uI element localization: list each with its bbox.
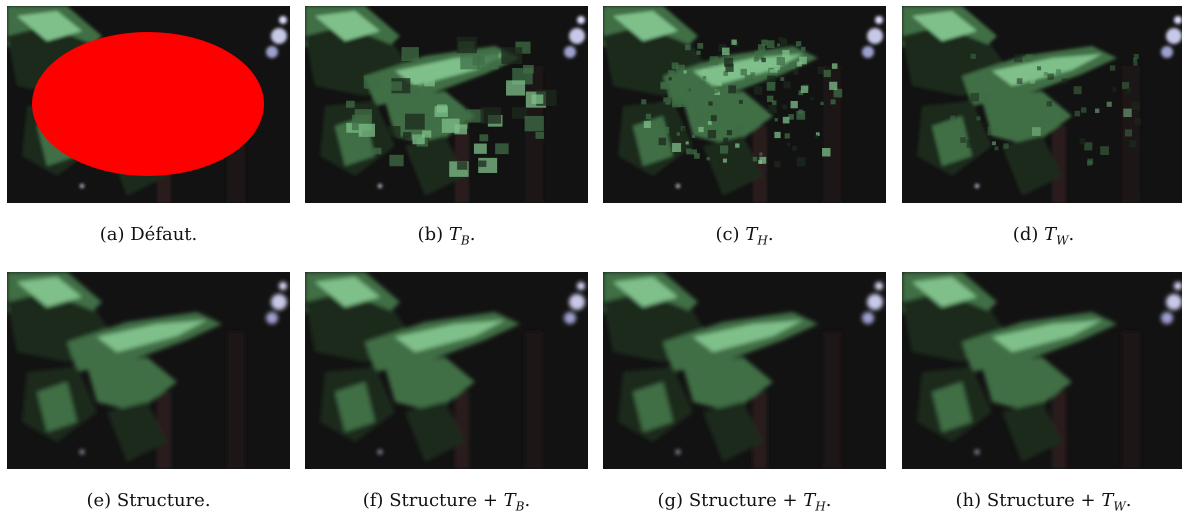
caption-text: Structure	[116, 490, 205, 511]
caption-text: Structure +	[389, 490, 504, 511]
subfigure-caption: (b) TB.	[417, 224, 476, 248]
inpainted-region	[949, 53, 1142, 166]
caption-variable: T	[1101, 490, 1114, 511]
foliage	[305, 272, 585, 469]
caption-subscript: B	[515, 499, 525, 514]
subfigure-4: (d) TW.	[902, 6, 1182, 248]
photo	[902, 272, 1182, 469]
caption-text: Structure +	[986, 490, 1102, 511]
subfigure-caption: (g) Structure + TH.	[657, 490, 832, 514]
caption-subscript: B	[460, 233, 470, 248]
caption-tag: (d)	[1012, 224, 1039, 245]
foliage	[902, 272, 1182, 469]
caption-text: Structure +	[688, 490, 804, 511]
caption-tag: (g)	[657, 490, 684, 511]
caption-variable: T	[503, 490, 516, 511]
photo	[7, 272, 290, 469]
foliage	[603, 6, 883, 203]
caption-tag: (c)	[715, 224, 740, 245]
caption-subscript: H	[757, 233, 768, 248]
subfigure-3: (c) TH.	[603, 6, 886, 248]
photo	[603, 6, 886, 203]
red-mask-ellipse	[32, 32, 264, 176]
caption-tag: (h)	[955, 490, 982, 511]
caption-variable: T	[803, 490, 816, 511]
subfigure-5: (e) Structure.	[7, 272, 290, 511]
caption-subscript: W	[1113, 499, 1126, 514]
subfigure-8: (h) Structure + TW.	[902, 272, 1182, 514]
caption-subscript: H	[815, 499, 826, 514]
subfigure-caption: (d) TW.	[1012, 224, 1075, 248]
subfigure-caption: (f) Structure + TB.	[362, 490, 531, 514]
photo	[305, 6, 588, 203]
caption-tag: (e)	[86, 490, 112, 511]
caption-variable: T	[1044, 224, 1057, 245]
photo	[603, 272, 886, 469]
subfigure-caption: (h) Structure + TW.	[955, 490, 1132, 514]
caption-tag: (a)	[99, 224, 125, 245]
caption-variable: T	[448, 224, 461, 245]
subfigure-caption: (a) Défaut.	[7, 224, 290, 245]
caption-tag: (b)	[417, 224, 444, 245]
subfigure-7: (g) Structure + TH.	[603, 272, 886, 514]
subfigure-6: (f) Structure + TB.	[305, 272, 588, 514]
foliage	[305, 6, 585, 203]
caption-text: Défaut.	[130, 224, 198, 245]
foliage	[7, 272, 287, 469]
subfigure-caption: (e) Structure.	[86, 490, 211, 511]
subfigure-2: (b) TB.	[305, 6, 588, 248]
subfigure-caption: (c) TH.	[715, 224, 774, 248]
caption-subscript: W	[1056, 233, 1069, 248]
foliage	[603, 272, 883, 469]
subfigure-1: (a) Défaut.	[7, 6, 290, 245]
photo	[902, 6, 1182, 203]
caption-variable: T	[745, 224, 758, 245]
photo	[305, 272, 588, 469]
caption-tag: (f)	[362, 490, 384, 511]
photo	[7, 6, 290, 203]
inpainted-region	[641, 37, 843, 172]
inpainted-region	[346, 36, 557, 177]
